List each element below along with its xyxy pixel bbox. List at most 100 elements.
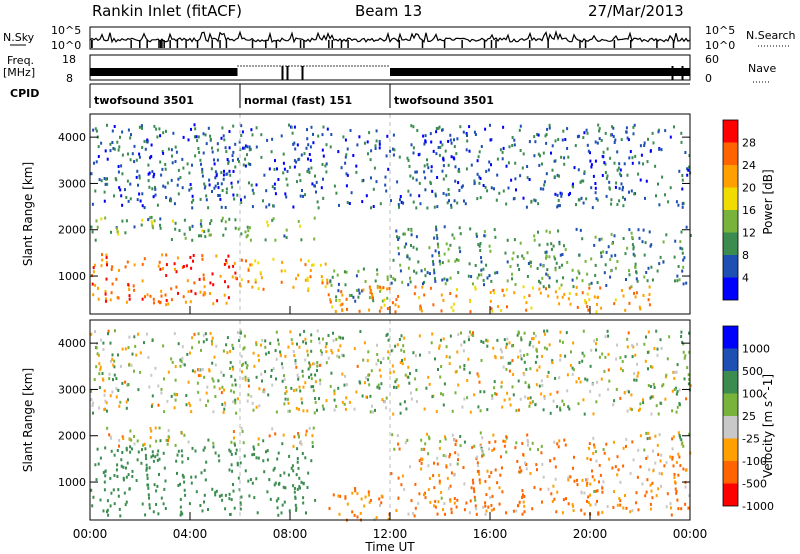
scatter-cell	[448, 362, 451, 366]
scatter-cell	[362, 288, 365, 292]
scatter-cell	[145, 457, 148, 461]
scatter-cell	[528, 178, 531, 181]
scatter-cell	[304, 263, 307, 267]
scatter-cell	[478, 478, 481, 482]
scatter-cell	[204, 478, 207, 482]
scatter-cell	[119, 364, 122, 368]
scatter-cell	[530, 199, 533, 203]
scatter-cell	[438, 254, 441, 257]
scatter-cell	[218, 194, 221, 197]
scatter-cell	[120, 194, 123, 198]
scatter-cell	[598, 129, 601, 133]
scatter-cell	[637, 371, 640, 375]
scatter-cell	[130, 363, 133, 367]
scatter-cell	[230, 440, 233, 444]
scatter-cell	[181, 454, 184, 458]
scatter-cell	[408, 257, 411, 261]
scatter-cell	[682, 282, 685, 286]
scatter-cell	[161, 253, 164, 257]
scatter-cell	[189, 183, 192, 186]
scatter-cell	[676, 390, 679, 394]
cpid-label: CPID	[10, 87, 39, 100]
scatter-cell	[379, 504, 381, 507]
scatter-cell	[351, 491, 354, 495]
scatter-cell	[314, 498, 317, 502]
scatter-cell	[491, 494, 494, 498]
scatter-cell	[287, 409, 290, 413]
scatter-cell	[598, 463, 601, 467]
scatter-cell	[586, 272, 589, 276]
scatter-cell	[118, 444, 120, 448]
scatter-cell	[546, 347, 548, 351]
scatter-cell	[330, 133, 333, 136]
scatter-cell	[111, 390, 114, 394]
scatter-cell	[147, 172, 150, 176]
scatter-cell	[622, 506, 625, 510]
scatter-cell	[368, 131, 371, 135]
scatter-cell	[296, 342, 298, 346]
scatter-cell	[649, 502, 652, 506]
scatter-cell	[452, 302, 455, 306]
scatter-cell	[203, 285, 206, 289]
scatter-cell	[317, 206, 320, 210]
scatter-cell	[614, 138, 617, 142]
scatter-cell	[646, 279, 649, 283]
scatter-cell	[646, 350, 649, 354]
scatter-cell	[461, 405, 464, 409]
scatter-cell	[522, 285, 525, 289]
scatter-cell	[177, 484, 180, 487]
scatter-cell	[394, 344, 397, 348]
scatter-cell	[297, 273, 300, 277]
scatter-cell	[547, 294, 550, 298]
scatter-cell	[357, 288, 360, 292]
scatter-cell	[605, 284, 608, 287]
scatter-cell	[302, 482, 305, 486]
scatter-cell	[510, 178, 513, 182]
scatter-cell	[354, 487, 357, 490]
scatter-cell	[537, 152, 540, 156]
station-title: Rankin Inlet (fitACF)	[92, 2, 242, 20]
scatter-cell	[396, 180, 399, 184]
scatter-cell	[525, 205, 528, 209]
scatter-cell	[503, 293, 506, 297]
scatter-cell	[621, 188, 624, 192]
scatter-cell	[251, 453, 254, 457]
scatter-cell	[634, 295, 637, 299]
scatter-cell	[491, 309, 494, 313]
scatter-cell	[658, 471, 661, 475]
scatter-cell	[490, 471, 493, 475]
scatter-cell	[389, 149, 392, 153]
scatter-cell	[198, 368, 201, 372]
scatter-cell	[462, 349, 465, 353]
scatter-cell	[412, 351, 415, 355]
scatter-cell	[117, 170, 120, 174]
scatter-cell	[593, 339, 596, 343]
scatter-cell	[143, 442, 146, 446]
scatter-cell	[240, 232, 243, 236]
scatter-cell	[274, 192, 277, 196]
scatter-cell	[501, 157, 504, 161]
scatter-cell	[437, 251, 440, 255]
scatter-cell	[153, 219, 156, 223]
scatter-cell	[586, 456, 589, 460]
scatter-cell	[293, 354, 296, 357]
scatter-cell	[294, 495, 297, 499]
scatter-cell	[475, 512, 478, 516]
scatter-cell	[324, 345, 327, 349]
scatter-cell	[187, 138, 190, 142]
scatter-cell	[265, 189, 268, 193]
scatter-cell	[281, 366, 284, 370]
scatter-cell	[432, 262, 435, 266]
scatter-cell	[146, 140, 149, 144]
scatter-cell	[355, 164, 358, 168]
scatter-cell	[422, 282, 424, 286]
scatter-cell	[479, 390, 482, 394]
scatter-cell	[227, 161, 230, 165]
scatter-cell	[200, 224, 203, 228]
scatter-cell	[210, 167, 213, 171]
scatter-cell	[409, 465, 411, 469]
scatter-cell	[501, 490, 504, 494]
scatter-cell	[222, 349, 225, 353]
scatter-cell	[541, 462, 544, 466]
scatter-cell	[551, 361, 554, 365]
